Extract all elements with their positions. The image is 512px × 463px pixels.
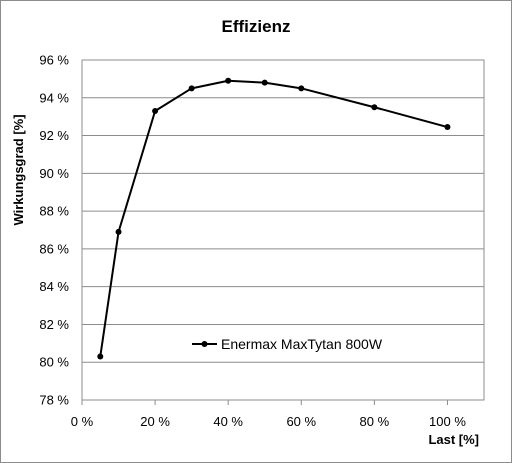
x-tick-label: 80 %	[360, 414, 390, 429]
x-tick-label: 0 %	[71, 414, 94, 429]
legend-point-marker	[201, 341, 208, 347]
series-layer	[97, 77, 451, 360]
chart-title: Effizienz	[222, 17, 291, 36]
plot-area	[81, 59, 485, 401]
y-tick-label: 82 %	[39, 317, 69, 332]
y-tick-label: 92 %	[39, 128, 69, 143]
y-tick-label: 96 %	[39, 53, 69, 68]
x-axis-ticks: 0 % 20 % 40 % 60 % 80 % 100 %	[71, 400, 466, 429]
x-axis-title: Last [%]	[428, 432, 479, 447]
data-point	[298, 85, 305, 92]
series-line	[99, 79, 448, 357]
x-tick-label: 60 %	[286, 414, 316, 429]
data-point	[188, 85, 195, 92]
legend: Enermax MaxTytan 800W	[192, 336, 383, 352]
data-point	[97, 353, 104, 360]
data-point	[152, 108, 159, 114]
y-axis-ticks: 78 % 80 % 82 % 84 % 86 % 88 % 90 % 92 % 94 % 96 %	[39, 53, 69, 408]
y-tick-label: 90 %	[39, 166, 69, 181]
data-point	[371, 104, 378, 111]
data-point	[115, 228, 122, 235]
y-tick-label: 80 %	[39, 355, 69, 370]
y-tick-label: 94 %	[39, 90, 69, 105]
y-tick-label: 84 %	[39, 279, 69, 294]
x-tick-label: 40 %	[213, 414, 243, 429]
legend-label: Enermax MaxTytan 800W	[221, 336, 383, 352]
data-point	[225, 77, 232, 84]
y-tick-label: 86 %	[39, 241, 69, 256]
y-axis-title: Wirkungsgrad [%]	[11, 114, 26, 225]
x-tick-label: 20 %	[140, 414, 170, 429]
y-tick-label: 78 %	[39, 393, 69, 408]
y-tick-label: 88 %	[39, 204, 69, 219]
data-point	[444, 124, 451, 131]
data-point	[261, 79, 268, 86]
x-tick-label: 100 %	[429, 414, 466, 429]
